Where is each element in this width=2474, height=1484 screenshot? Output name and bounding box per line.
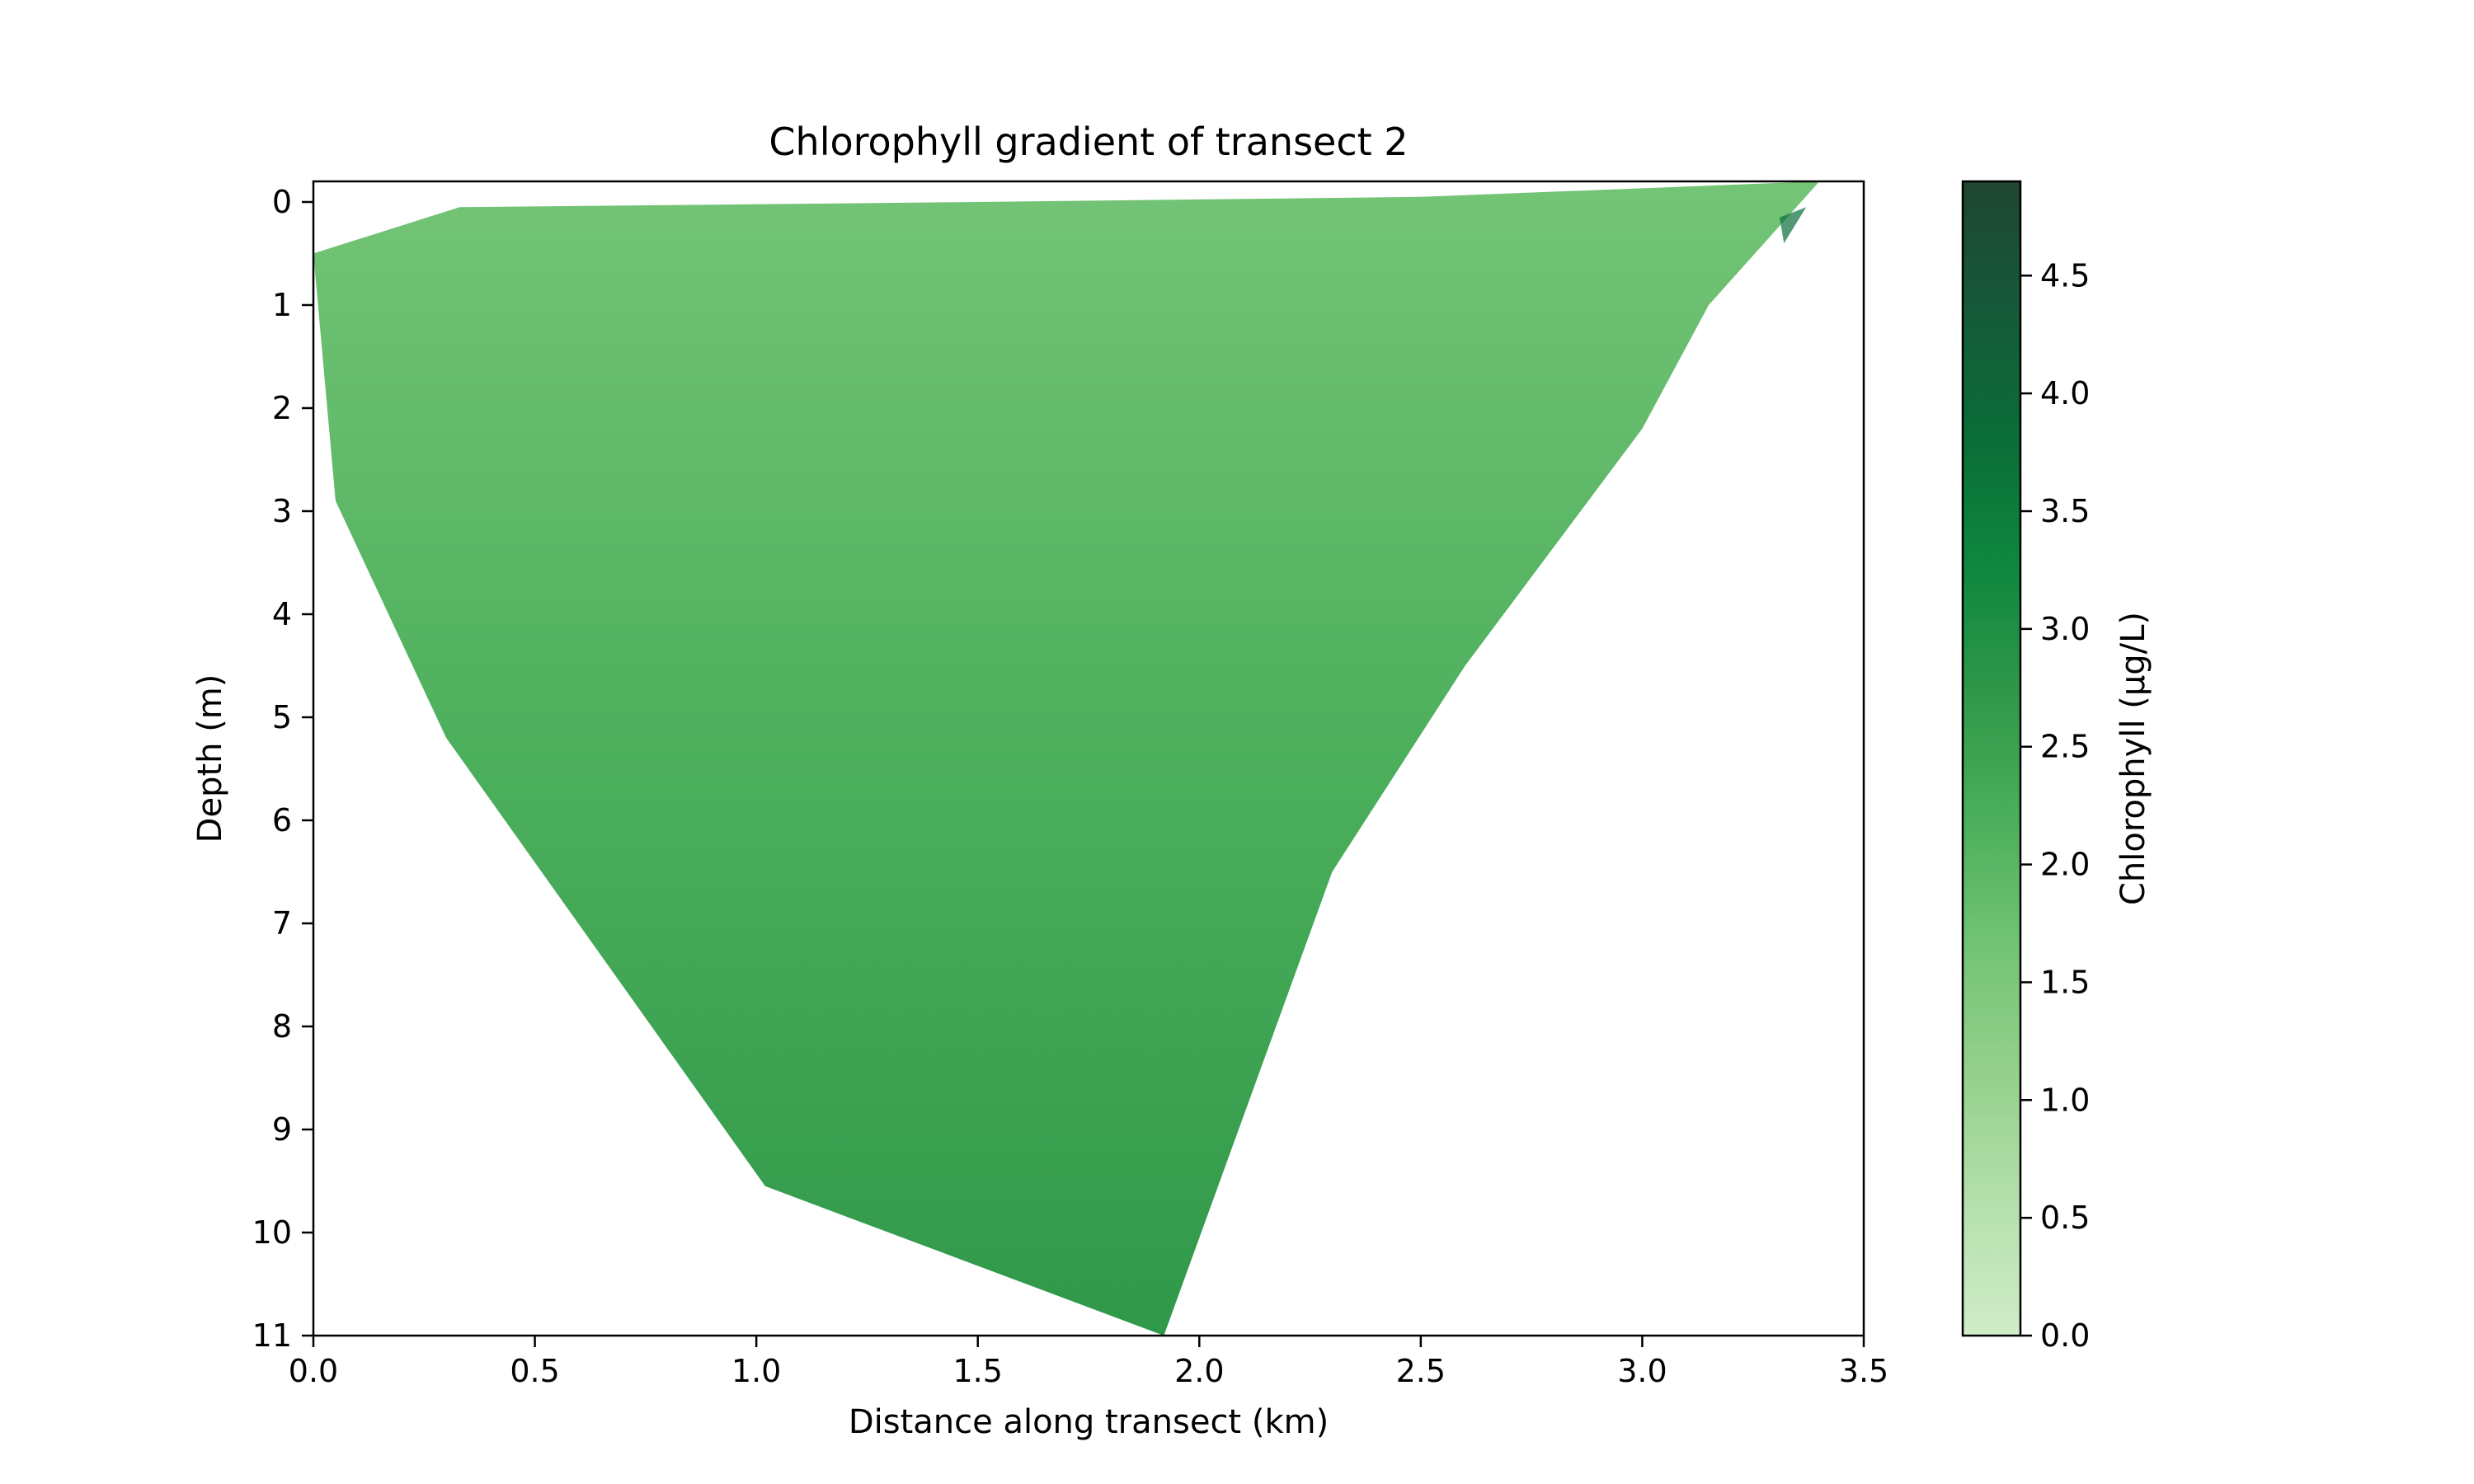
colorbar-tick-label: 0.0 <box>2040 1317 2090 1354</box>
y-tick-label: 7 <box>272 905 292 942</box>
colorbar-tick-label: 4.0 <box>2040 375 2090 411</box>
colorbar-tick-label: 2.0 <box>2040 847 2090 883</box>
y-tick-label: 9 <box>272 1111 292 1148</box>
chlorophyll-section <box>313 181 1820 1336</box>
colorbar-label: Chlorophyll (µg/L) <box>2114 612 2152 905</box>
plot-frame <box>312 180 1865 1337</box>
high-chlorophyll-patch <box>1779 207 1807 243</box>
y-tick-label: 0 <box>272 184 292 220</box>
colorbar <box>1961 180 2022 1337</box>
x-axis: 0.0 0.5 1.0 1.5 2.0 2.5 3.0 3.5 <box>289 1336 1888 1389</box>
x-tick-label: 0.5 <box>510 1353 559 1389</box>
y-tick-label: 2 <box>272 390 292 426</box>
y-tick-label: 8 <box>272 1008 292 1045</box>
colorbar-tick-label: 4.5 <box>2040 257 2090 294</box>
x-axis-label: Distance along transect (km) <box>849 1403 1329 1441</box>
colorbar-tick-label: 3.0 <box>2040 611 2090 647</box>
y-axis: 0 1 2 3 4 5 6 7 8 9 10 11 <box>252 184 313 1354</box>
y-tick-label: 6 <box>272 802 292 838</box>
x-tick-label: 3.5 <box>1839 1353 1888 1389</box>
x-tick-label: 2.5 <box>1396 1353 1446 1389</box>
colorbar-tick-label: 2.5 <box>2040 729 2090 765</box>
x-tick-label: 3.0 <box>1617 1353 1667 1389</box>
section-area <box>313 181 1820 1336</box>
colorbar-tick-label: 1.0 <box>2040 1082 2090 1118</box>
y-tick-label: 3 <box>272 493 292 529</box>
y-tick-label: 11 <box>252 1317 292 1354</box>
x-tick-label: 0.0 <box>289 1353 338 1389</box>
y-axis-label: Depth (m) <box>191 674 229 843</box>
colorbar-tick-label: 0.5 <box>2040 1200 2090 1236</box>
x-tick-label: 1.5 <box>952 1353 1002 1389</box>
colorbar-tick-label: 1.5 <box>2040 964 2090 1000</box>
colorbar-tick-label: 3.5 <box>2040 493 2090 529</box>
y-tick-label: 1 <box>272 287 292 323</box>
colorbar-axis: 0.0 0.5 1.0 1.5 2.0 2.5 3.0 3.5 4.0 4.5 <box>2020 257 2090 1354</box>
y-tick-label: 5 <box>272 699 292 735</box>
y-tick-label: 10 <box>252 1214 292 1251</box>
x-tick-label: 2.0 <box>1174 1353 1224 1389</box>
x-tick-label: 1.0 <box>731 1353 781 1389</box>
y-tick-label: 4 <box>272 596 292 632</box>
chart-title: Chlorophyll gradient of transect 2 <box>769 120 1408 164</box>
